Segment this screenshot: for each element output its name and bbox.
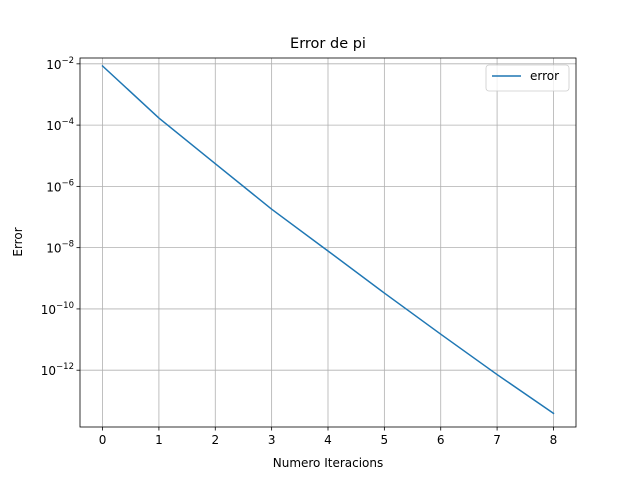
x-tick-label: 7 — [493, 433, 501, 447]
x-tick-label: 6 — [437, 433, 445, 447]
y-tick-exponent: −10 — [56, 301, 74, 311]
y-tick-label: 10−2 — [46, 56, 74, 72]
series-line-error — [101, 64, 555, 415]
y-tick-exponent: −8 — [61, 240, 74, 250]
x-tick-label: 4 — [324, 433, 332, 447]
x-axis-label: Numero Iteracions — [273, 456, 384, 470]
y-tick-exponent: −12 — [56, 362, 74, 372]
y-tick-base: 10 — [41, 303, 56, 317]
y-tick-label: 10−12 — [41, 362, 74, 378]
x-axis-ticks: 0 1 2 3 4 5 6 7 8 — [99, 427, 558, 447]
y-tick-exponent: −2 — [61, 56, 74, 66]
x-tick-label: 1 — [155, 433, 163, 447]
y-tick-label: 10−4 — [46, 117, 74, 133]
y-tick-base: 10 — [41, 364, 56, 378]
x-tick-label: 0 — [99, 433, 107, 447]
chart-title: Error de pi — [290, 36, 366, 52]
y-tick-base: 10 — [46, 242, 61, 256]
series-layer — [101, 64, 555, 415]
legend: error — [485, 64, 570, 92]
y-tick-label: 10−6 — [46, 178, 74, 194]
y-axis-label: Error — [11, 227, 25, 256]
y-tick-label: 10−10 — [41, 301, 74, 317]
legend-box — [485, 64, 570, 92]
x-tick-label: 5 — [381, 433, 389, 447]
y-tick-exponent: −6 — [61, 178, 74, 188]
y-tick-label: 10−8 — [46, 240, 74, 256]
y-tick-base: 10 — [46, 119, 61, 133]
y-tick-base: 10 — [46, 58, 61, 72]
x-tick-label: 8 — [550, 433, 558, 447]
legend-label: error — [530, 69, 559, 83]
x-tick-label: 3 — [268, 433, 276, 447]
grid — [80, 58, 576, 427]
y-tick-exponent: −4 — [61, 117, 74, 127]
x-tick-label: 2 — [211, 433, 219, 447]
y-tick-base: 10 — [46, 180, 61, 194]
